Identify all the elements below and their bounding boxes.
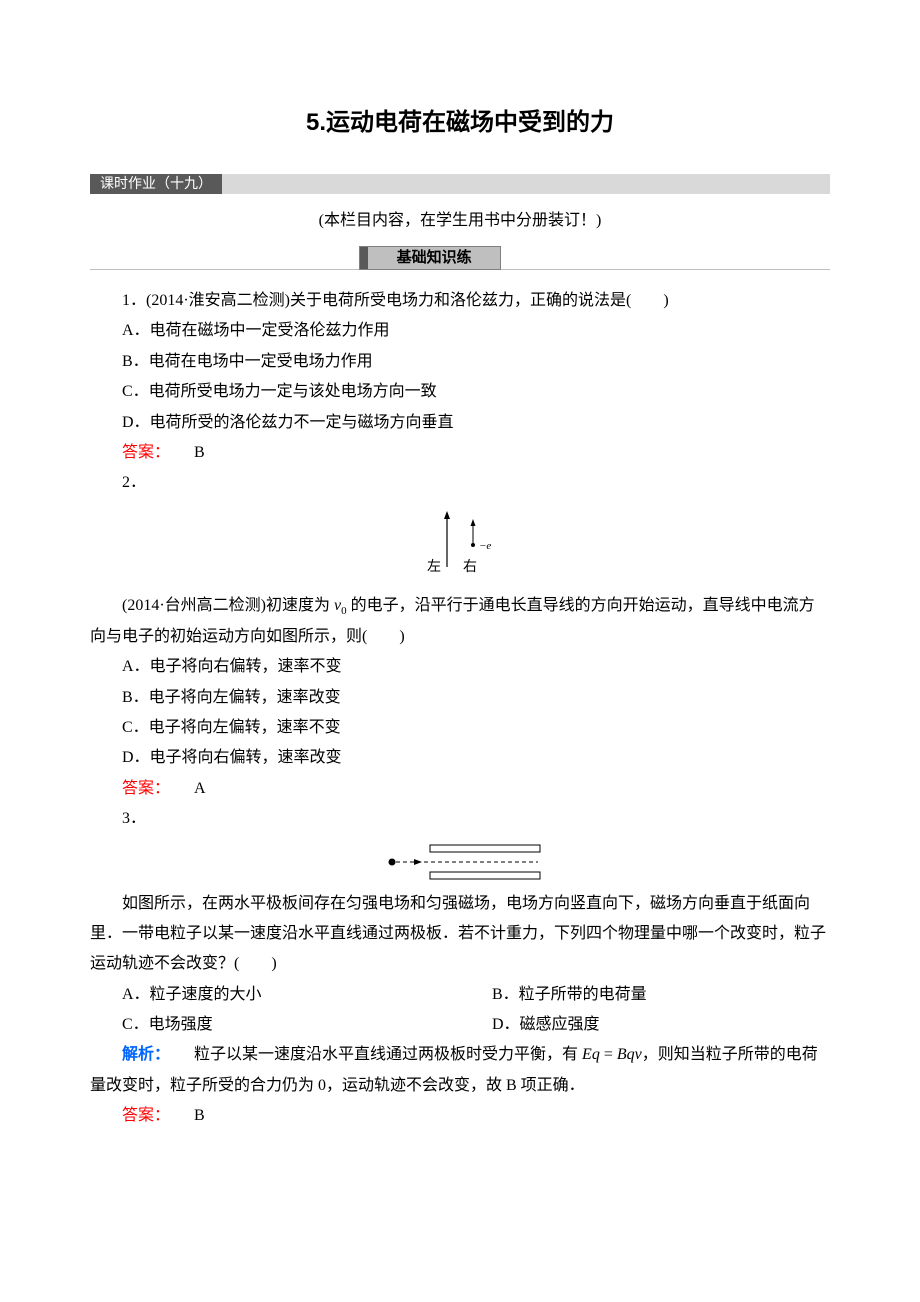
q3-analysis-a: 粒子以某一速度沿水平直线通过两极板时受力平衡，有 (194, 1046, 582, 1063)
q3-stem: 如图所示，在两水平极板间存在匀强电场和匀强磁场，电场方向竖直向下，磁场方向垂直于… (90, 889, 830, 980)
q1-opt-c: C．电荷所受电场力一定与该处电场方向一致 (90, 377, 830, 407)
q3-row-1: A．粒子速度的大小 B．粒子所带的电荷量 (90, 980, 830, 1010)
electron-arrowhead-icon (471, 519, 476, 526)
electron-dot-icon (471, 543, 475, 547)
q2-opt-b: B．电子将向左偏转，速率改变 (90, 683, 830, 713)
wire-arrowhead-icon (444, 511, 450, 519)
answer-label: 答案： (122, 1107, 170, 1124)
trajectory-arrowhead-icon (414, 859, 422, 865)
section-bar-label: 基础知识练 (368, 247, 500, 269)
q3-eq-mid: = (600, 1046, 617, 1063)
page-title: 5.运动电荷在磁场中受到的力 (90, 100, 830, 146)
q2-stem-a: (2014·台州高二检测)初速度为 (122, 597, 334, 614)
q2-answer-line: 答案： A (90, 774, 830, 804)
subtitle: (本栏目内容，在学生用书中分册装订！) (90, 206, 830, 236)
header-bar: 课时作业（十九） (90, 174, 830, 194)
q1-answer-line: 答案： B (90, 438, 830, 468)
fig-left-label: 左 (427, 559, 441, 575)
q3-answer-line: 答案： B (90, 1101, 830, 1131)
q2-stem: (2014·台州高二检测)初速度为 v0 的电子，沿平行于通电长直导线的方向开始… (90, 591, 830, 652)
q2-figure: −e 左 右 (90, 505, 830, 585)
electron-label: −e (479, 540, 491, 552)
analysis-label: 解析： (122, 1046, 170, 1063)
q2-opt-c: C．电子将向左偏转，速率不变 (90, 713, 830, 743)
q1-opt-b: B．电荷在电场中一定受电场力作用 (90, 347, 830, 377)
q1-answer: B (194, 444, 205, 461)
q2-answer: A (194, 780, 206, 797)
section-bar: 基础知识练 (90, 246, 830, 270)
q3-num: 3． (90, 804, 830, 834)
section-bar-trail (501, 269, 830, 270)
q3-opt-d: D．磁感应强度 (460, 1010, 830, 1040)
answer-label: 答案： (122, 780, 170, 797)
q2-num: 2． (90, 468, 830, 498)
header-bar-fill (222, 174, 830, 194)
q3-opt-b: B．粒子所带的电荷量 (460, 980, 830, 1010)
q1-opt-a: A．电荷在磁场中一定受洛伦兹力作用 (90, 316, 830, 346)
q3-analysis: 解析： 粒子以某一速度沿水平直线通过两极板时受力平衡，有 Eq = Bqv，则知… (90, 1040, 830, 1101)
q2-opt-d: D．电子将向右偏转，速率改变 (90, 743, 830, 773)
section-bar-box: 基础知识练 (359, 246, 501, 270)
particle-dot-icon (389, 858, 396, 865)
q3-eq-right: Bqv (617, 1046, 642, 1063)
q3-figure-svg (360, 841, 560, 883)
section-bar-lead (90, 269, 359, 270)
header-bar-label: 课时作业（十九） (90, 174, 222, 194)
fig-right-label: 右 (463, 559, 477, 575)
q3-figure (90, 841, 830, 883)
q2-figure-svg: −e 左 右 (405, 505, 515, 585)
q3-opt-c: C．电场强度 (90, 1010, 460, 1040)
q3-row-2: C．电场强度 D．磁感应强度 (90, 1010, 830, 1040)
q3-opt-a: A．粒子速度的大小 (90, 980, 460, 1010)
q3-answer: B (194, 1107, 205, 1124)
q2-opt-a: A．电子将向右偏转，速率不变 (90, 652, 830, 682)
bottom-plate (430, 872, 540, 879)
q1-opt-d: D．电荷所受的洛伦兹力不一定与磁场方向垂直 (90, 408, 830, 438)
q3-eq-left: Eq (582, 1046, 600, 1063)
q1-stem: 1．(2014·淮安高二检测)关于电荷所受电场力和洛伦兹力，正确的说法是( ) (90, 286, 830, 316)
answer-label: 答案： (122, 444, 170, 461)
top-plate (430, 845, 540, 852)
section-bar-stripe (360, 247, 368, 269)
